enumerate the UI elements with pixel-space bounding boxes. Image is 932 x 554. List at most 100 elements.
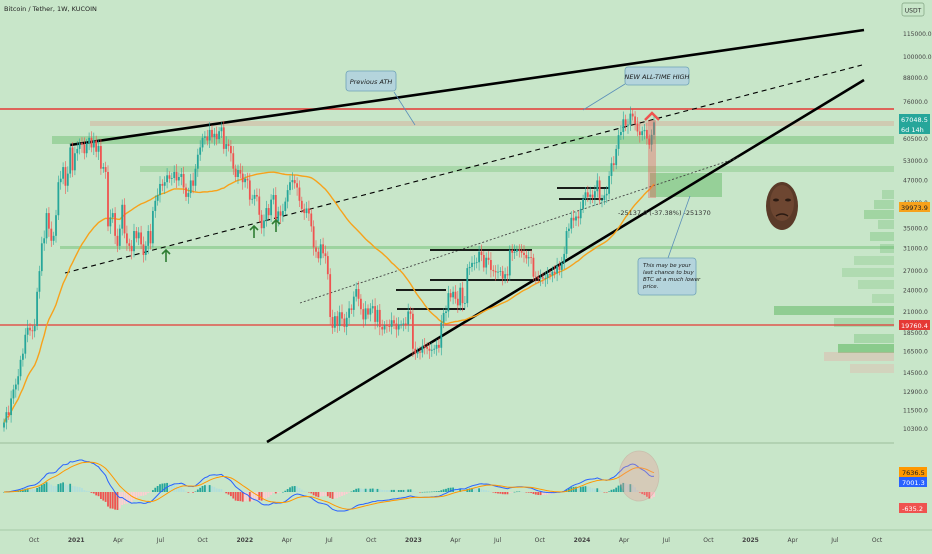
candle[interactable] <box>334 312 336 332</box>
candle[interactable] <box>92 132 95 155</box>
candle[interactable] <box>36 287 38 331</box>
candle[interactable] <box>211 125 213 143</box>
candle[interactable] <box>166 168 168 189</box>
candle[interactable] <box>516 245 518 256</box>
candle[interactable] <box>504 267 506 284</box>
candle[interactable] <box>617 129 620 156</box>
candle[interactable] <box>237 164 239 184</box>
callout-note[interactable] <box>637 257 697 296</box>
candle[interactable] <box>260 210 263 234</box>
candle[interactable] <box>383 321 386 334</box>
candle[interactable] <box>610 157 613 185</box>
candle[interactable] <box>629 106 632 131</box>
candle[interactable] <box>104 161 107 179</box>
candle[interactable] <box>527 251 530 267</box>
candle[interactable] <box>185 183 187 202</box>
candle[interactable] <box>300 196 303 214</box>
candle[interactable] <box>263 214 265 237</box>
callout-new-ath[interactable] <box>624 66 690 86</box>
candle[interactable] <box>189 173 192 198</box>
candle[interactable] <box>475 257 478 269</box>
candle[interactable] <box>364 301 367 326</box>
candle[interactable] <box>12 384 15 404</box>
candle[interactable] <box>615 144 618 170</box>
candle[interactable] <box>126 225 128 251</box>
candle[interactable] <box>381 319 384 336</box>
candle[interactable] <box>386 319 388 333</box>
candle[interactable] <box>253 189 256 206</box>
candle[interactable] <box>544 271 547 287</box>
moving-average-line[interactable] <box>3 171 655 423</box>
candle[interactable] <box>341 304 343 327</box>
candle[interactable] <box>497 264 499 279</box>
candle[interactable] <box>246 172 249 189</box>
candle[interactable] <box>447 285 450 318</box>
candle[interactable] <box>499 267 502 276</box>
candle[interactable] <box>116 228 119 253</box>
candle[interactable] <box>331 309 334 334</box>
candle[interactable] <box>492 265 495 277</box>
candle[interactable] <box>438 338 440 353</box>
candle[interactable] <box>215 126 218 146</box>
candle[interactable] <box>208 122 211 149</box>
candle[interactable] <box>565 226 568 259</box>
candle[interactable] <box>71 142 74 178</box>
candle[interactable] <box>95 135 98 158</box>
callout-previous-ath[interactable] <box>345 70 397 92</box>
candle[interactable] <box>549 270 551 280</box>
candle[interactable] <box>64 161 67 194</box>
candle[interactable] <box>409 306 412 320</box>
candle[interactable] <box>114 207 116 245</box>
candle[interactable] <box>539 269 542 287</box>
candle[interactable] <box>48 207 50 237</box>
candle[interactable] <box>303 203 306 220</box>
candle[interactable] <box>178 172 180 186</box>
candle[interactable] <box>206 129 209 146</box>
candle[interactable] <box>173 165 176 183</box>
candle[interactable] <box>414 341 417 360</box>
candle[interactable] <box>324 245 327 264</box>
candle[interactable] <box>582 194 584 214</box>
candle[interactable] <box>55 209 57 243</box>
lower-wedge-trendline[interactable] <box>266 78 865 444</box>
candle[interactable] <box>440 314 443 356</box>
candle[interactable] <box>322 237 324 259</box>
candle[interactable] <box>395 317 398 338</box>
candle[interactable] <box>227 139 230 152</box>
candle[interactable] <box>144 241 147 261</box>
candle[interactable] <box>118 224 121 251</box>
candle[interactable] <box>293 175 296 189</box>
candle[interactable] <box>222 120 225 154</box>
candle[interactable] <box>3 418 5 432</box>
candle[interactable] <box>33 318 36 338</box>
candle[interactable] <box>402 318 405 332</box>
candle[interactable] <box>390 312 393 335</box>
candle[interactable] <box>128 238 131 252</box>
candle[interactable] <box>525 250 528 264</box>
candle[interactable] <box>279 205 282 224</box>
candle[interactable] <box>506 266 509 283</box>
candle[interactable] <box>308 200 310 222</box>
candle[interactable] <box>201 133 204 152</box>
candle[interactable] <box>192 172 194 194</box>
candle[interactable] <box>161 179 164 192</box>
candle[interactable] <box>570 211 573 234</box>
candle[interactable] <box>400 320 402 329</box>
candle[interactable] <box>130 239 133 260</box>
candle[interactable] <box>456 290 459 313</box>
candle[interactable] <box>29 323 31 336</box>
candle[interactable] <box>520 244 523 258</box>
candle[interactable] <box>137 227 140 246</box>
candle[interactable] <box>343 313 346 333</box>
candle[interactable] <box>156 188 159 206</box>
candle[interactable] <box>74 146 76 176</box>
candle[interactable] <box>449 289 452 302</box>
candle[interactable] <box>530 249 532 264</box>
candle[interactable] <box>357 281 360 307</box>
candle[interactable] <box>121 199 124 236</box>
candle[interactable] <box>52 231 55 245</box>
candle[interactable] <box>14 378 17 398</box>
candle[interactable] <box>220 122 223 139</box>
candle[interactable] <box>50 221 53 247</box>
